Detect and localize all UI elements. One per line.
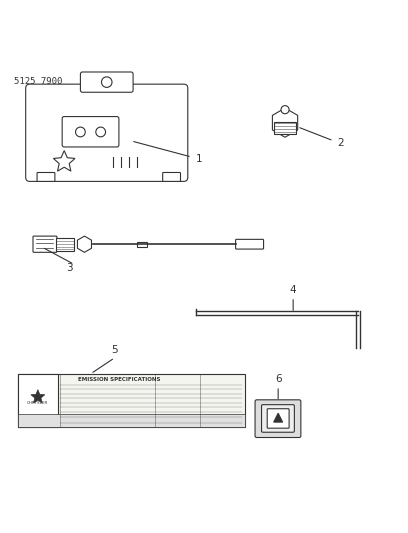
Polygon shape bbox=[78, 236, 91, 252]
Bar bbox=[56, 238, 74, 251]
FancyBboxPatch shape bbox=[255, 400, 301, 438]
FancyBboxPatch shape bbox=[33, 236, 57, 252]
FancyBboxPatch shape bbox=[37, 173, 55, 181]
Circle shape bbox=[281, 106, 289, 114]
Text: 3: 3 bbox=[66, 263, 73, 273]
FancyBboxPatch shape bbox=[62, 117, 119, 147]
FancyBboxPatch shape bbox=[163, 173, 180, 181]
FancyBboxPatch shape bbox=[235, 239, 264, 249]
Text: 4: 4 bbox=[290, 285, 297, 295]
Circle shape bbox=[96, 127, 106, 137]
Text: 2: 2 bbox=[338, 138, 344, 148]
FancyBboxPatch shape bbox=[262, 405, 294, 432]
Polygon shape bbox=[53, 151, 75, 171]
Text: 5125 7900: 5125 7900 bbox=[13, 77, 62, 86]
Circle shape bbox=[75, 127, 85, 137]
Bar bbox=[18, 374, 58, 426]
Bar bbox=[137, 242, 147, 247]
Bar bbox=[18, 414, 244, 426]
Text: CHRYSLER: CHRYSLER bbox=[27, 401, 49, 405]
FancyBboxPatch shape bbox=[80, 72, 133, 92]
Bar bbox=[274, 122, 296, 134]
Bar bbox=[18, 374, 244, 426]
Polygon shape bbox=[274, 413, 283, 422]
FancyBboxPatch shape bbox=[26, 84, 188, 181]
Polygon shape bbox=[31, 390, 45, 403]
Circle shape bbox=[102, 77, 112, 87]
Text: 5: 5 bbox=[111, 345, 118, 355]
Text: 1: 1 bbox=[196, 154, 202, 164]
Text: 6: 6 bbox=[275, 374, 282, 384]
FancyBboxPatch shape bbox=[267, 409, 289, 428]
Text: EMISSION SPECIFICATIONS: EMISSION SPECIFICATIONS bbox=[78, 377, 160, 382]
Polygon shape bbox=[273, 108, 298, 137]
